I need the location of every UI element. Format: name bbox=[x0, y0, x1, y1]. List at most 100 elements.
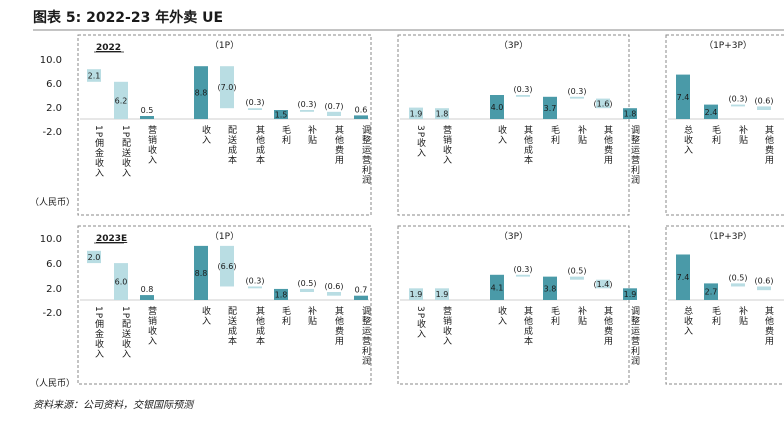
data-label: 1.9 bbox=[410, 290, 423, 299]
bar bbox=[300, 110, 314, 112]
bar bbox=[194, 66, 208, 119]
category-label: 毛利 bbox=[549, 305, 560, 326]
data-label: 0.6 bbox=[355, 105, 368, 114]
category-label: 营销收入 bbox=[146, 124, 157, 165]
data-label: 0.8 bbox=[141, 285, 154, 294]
category-label: 补贴 bbox=[306, 305, 317, 326]
bar bbox=[516, 274, 530, 277]
bar bbox=[676, 254, 690, 300]
category-label: 其他成本 bbox=[254, 306, 265, 346]
panel-label: 2022 bbox=[96, 43, 121, 53]
bar bbox=[704, 104, 718, 119]
bar bbox=[274, 110, 288, 119]
category-label: 调整运营利润 bbox=[629, 306, 640, 366]
category-label: 1P配送收入 bbox=[120, 125, 131, 178]
y-tick-label: 10.0 bbox=[40, 55, 62, 66]
category-label: 调整运营利润 bbox=[360, 306, 371, 366]
data-label: 1.9 bbox=[410, 109, 423, 118]
y-tick-label: -2.0 bbox=[42, 308, 62, 319]
bar bbox=[248, 108, 262, 110]
bar bbox=[354, 115, 368, 119]
data-label: 3.8 bbox=[544, 284, 557, 293]
data-label: (0.5) bbox=[568, 267, 587, 276]
category-label: 收入 bbox=[200, 305, 211, 326]
category-label: 补贴 bbox=[737, 305, 748, 326]
bar bbox=[140, 295, 154, 300]
category-label: 其他费用 bbox=[763, 125, 774, 165]
data-label: (0.3) bbox=[729, 95, 748, 104]
category-label: 1P佣金收入 bbox=[93, 306, 104, 359]
bar bbox=[490, 95, 504, 119]
group-label: （1P） bbox=[210, 40, 239, 51]
category-label: 其他成本 bbox=[522, 125, 533, 165]
panel-0: 10.0 6.0 2.0 -2.0 （人民币） （1P） 2022 2.1 1P佣金收入 6.2 1… bbox=[30, 34, 784, 216]
bar bbox=[570, 96, 584, 99]
group-box bbox=[665, 34, 784, 216]
data-label: 1.5 bbox=[275, 111, 288, 120]
category-label: 毛利 bbox=[710, 124, 721, 145]
source-note: 资料来源：公司资料，交银国际预测 bbox=[33, 399, 195, 411]
bar bbox=[220, 66, 234, 109]
bar bbox=[140, 116, 154, 119]
data-label: (7.0) bbox=[218, 83, 237, 92]
category-label: 总收入 bbox=[682, 124, 693, 155]
group-box bbox=[397, 34, 630, 216]
bar bbox=[87, 250, 101, 264]
data-label: (0.6) bbox=[325, 282, 344, 291]
group-label: （3P） bbox=[499, 40, 528, 51]
y-tick-label: -2.0 bbox=[42, 127, 62, 138]
y-tick-label: 10.0 bbox=[40, 234, 62, 245]
category-label: 其他成本 bbox=[522, 306, 533, 346]
category-label: 1P配送收入 bbox=[120, 306, 131, 359]
data-label: (0.6) bbox=[755, 96, 774, 105]
bar bbox=[731, 104, 745, 107]
bar bbox=[354, 295, 368, 300]
group-label: （1P+3P） bbox=[704, 40, 752, 51]
data-label: 8.8 bbox=[195, 269, 208, 278]
category-label: 其他费用 bbox=[333, 125, 344, 165]
category-label: 总收入 bbox=[682, 305, 693, 336]
data-label: 8.8 bbox=[195, 89, 208, 98]
bar bbox=[543, 276, 557, 300]
category-label: 营销收入 bbox=[441, 124, 452, 165]
group-box bbox=[77, 34, 372, 216]
data-label: 4.0 bbox=[491, 103, 504, 112]
chart-title: 图表 5: 2022-23 年外卖 UE bbox=[33, 9, 223, 26]
bar bbox=[596, 279, 610, 289]
bar bbox=[704, 283, 718, 300]
data-label: (0.3) bbox=[568, 87, 587, 96]
data-label: 7.4 bbox=[677, 93, 690, 102]
bar bbox=[757, 106, 771, 110]
category-label: 毛利 bbox=[280, 305, 291, 326]
data-label: 2.7 bbox=[705, 288, 718, 297]
group-label: （1P+3P） bbox=[704, 231, 752, 242]
category-label: 收入 bbox=[200, 124, 211, 145]
category-label: 补贴 bbox=[576, 124, 587, 145]
bar bbox=[327, 292, 341, 296]
data-label: (0.5) bbox=[729, 273, 748, 282]
bar bbox=[300, 288, 314, 293]
bar bbox=[435, 108, 449, 119]
data-label: 3.7 bbox=[544, 104, 557, 113]
bar bbox=[409, 288, 423, 300]
data-label: 1.8 bbox=[624, 110, 637, 119]
data-label: 6.0 bbox=[115, 278, 128, 287]
panel-1: 10.0 6.0 2.0 -2.0 （人民币） （1P） 2023E 2.0 1P佣金收入 6.0… bbox=[30, 225, 784, 389]
data-label: 2.1 bbox=[88, 72, 101, 81]
y-tick-label: 2.0 bbox=[46, 103, 62, 114]
data-label: 2.4 bbox=[705, 108, 718, 117]
data-label: (0.3) bbox=[246, 276, 265, 285]
category-label: 1P佣金收入 bbox=[93, 125, 104, 178]
bar bbox=[570, 276, 584, 280]
category-label: 配送成本 bbox=[226, 125, 237, 165]
category-label: 其他费用 bbox=[763, 306, 774, 346]
chart-panels: 10.0 6.0 2.0 -2.0 （人民币） （1P） 2022 2.1 1P佣金收入 6.2 1… bbox=[30, 34, 784, 389]
data-label: 7.4 bbox=[677, 273, 690, 282]
category-label: 3P收入 bbox=[415, 125, 426, 158]
bar bbox=[194, 245, 208, 300]
category-label: 营销收入 bbox=[146, 305, 157, 346]
category-label: 毛利 bbox=[710, 305, 721, 326]
group-box bbox=[77, 225, 372, 385]
y-tick-label: 2.0 bbox=[46, 284, 62, 295]
